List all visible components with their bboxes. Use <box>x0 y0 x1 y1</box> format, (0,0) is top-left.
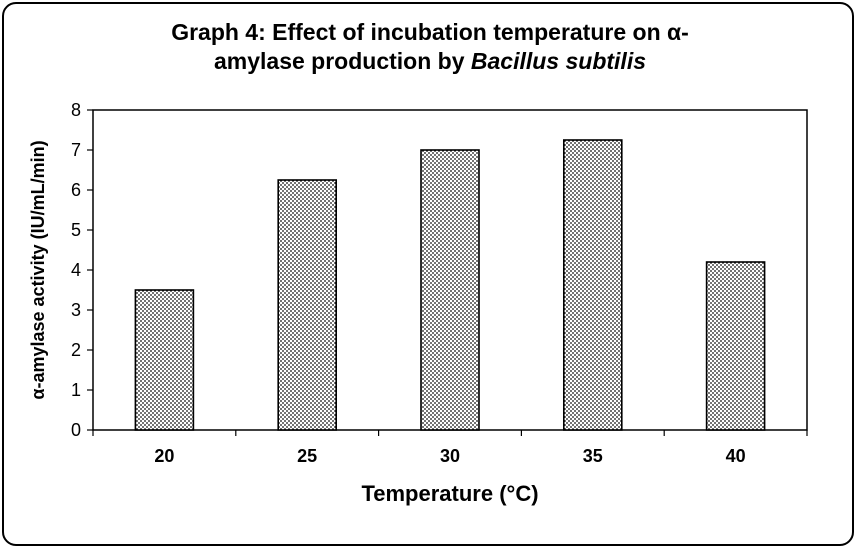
x-axis-label: Temperature (°C) <box>361 481 538 506</box>
bar-20 <box>134 289 195 431</box>
bar-25 <box>277 179 338 431</box>
x-tick-label: 35 <box>583 446 603 466</box>
y-tick-label: 6 <box>71 180 81 200</box>
y-tick-label: 1 <box>71 380 81 400</box>
y-tick-label: 3 <box>71 300 81 320</box>
chart-title-line1: Graph 4: Effect of incubation temperatur… <box>171 19 689 45</box>
y-tick-label: 0 <box>71 420 81 440</box>
x-tick-label: 20 <box>154 446 174 466</box>
y-tick-label: 2 <box>71 340 81 360</box>
chart-title-organism: Bacillus subtilis <box>470 48 646 74</box>
y-tick-label: 4 <box>71 260 81 280</box>
chart-title-line2: amylase production by Bacillus subtilis <box>0 47 860 76</box>
bar-40 <box>705 261 766 431</box>
y-axis-label: α-amylase activity (IU/mL/min) <box>28 140 48 399</box>
y-tick-label: 7 <box>71 140 81 160</box>
chart-title: Graph 4: Effect of incubation temperatur… <box>0 18 860 76</box>
x-tick-label: 40 <box>726 446 746 466</box>
x-tick-label: 30 <box>440 446 460 466</box>
bar-30 <box>420 149 480 431</box>
y-tick-label: 8 <box>71 100 81 120</box>
x-tick-label: 25 <box>297 446 317 466</box>
bar-35 <box>562 139 623 431</box>
y-tick-label: 5 <box>71 220 81 240</box>
chart-title-line2-prefix: amylase production by <box>213 48 471 74</box>
